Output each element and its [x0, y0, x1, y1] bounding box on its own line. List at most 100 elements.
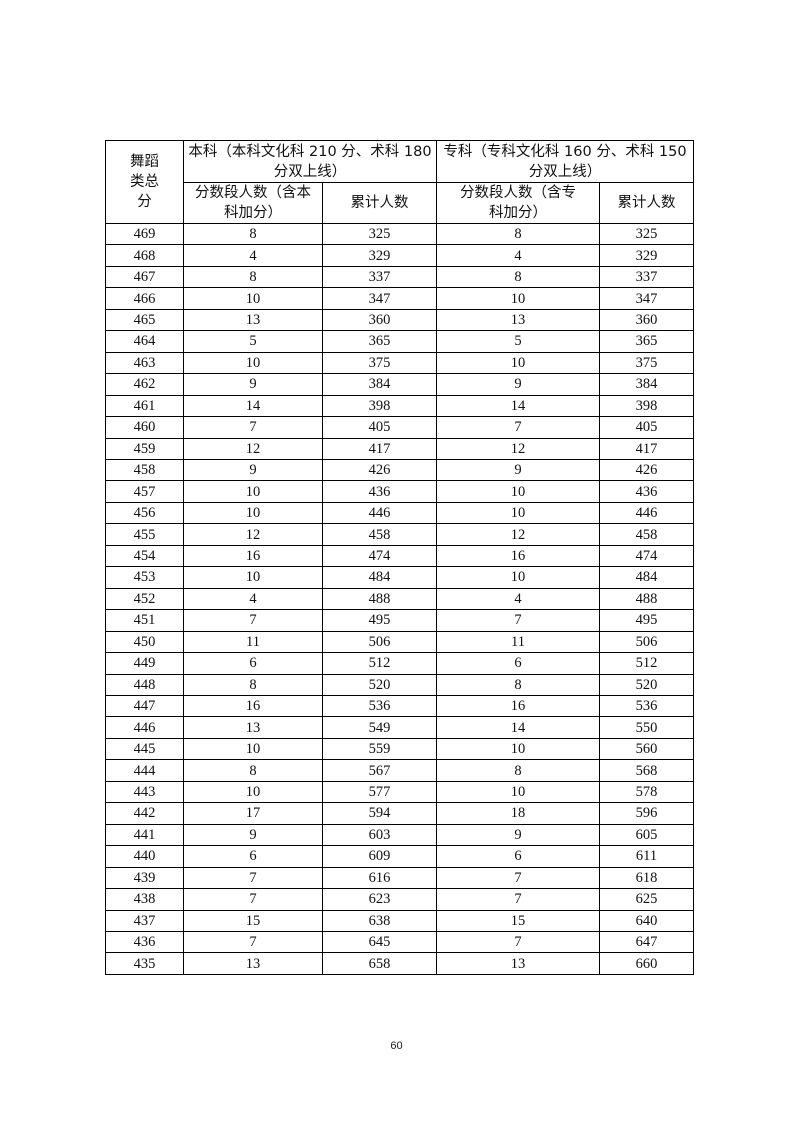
cell-junior-cumulative: 625: [599, 888, 695, 911]
cell-undergrad-segment: 7: [183, 866, 323, 890]
cell-junior-cumulative: 568: [599, 759, 695, 782]
cell-undergrad-cumulative: 474: [321, 544, 438, 568]
cell-junior-segment: 10: [436, 737, 601, 761]
cell-undergrad-segment: 8: [183, 265, 323, 289]
cell-undergrad-cumulative: 347: [321, 287, 438, 310]
cell-undergrad-cumulative: 616: [321, 866, 438, 890]
header-junior-segment: 分数段人数（含专科加分）: [436, 182, 601, 224]
cell-undergrad-cumulative: 488: [321, 587, 438, 611]
cell-junior-segment: 6: [436, 652, 601, 675]
cell-score: 443: [105, 780, 184, 804]
cell-undergrad-segment: 5: [183, 330, 323, 353]
cell-undergrad-cumulative: 559: [321, 737, 438, 761]
cell-undergrad-segment: 7: [183, 416, 323, 439]
cell-junior-cumulative: 384: [599, 373, 695, 396]
cell-score: 437: [105, 909, 184, 932]
cell-undergrad-segment: 10: [183, 501, 323, 525]
cell-undergrad-segment: 10: [183, 566, 323, 589]
table-row: 458 9 426 9 426: [105, 458, 695, 482]
table-row: 456 10 446 10 446: [105, 501, 695, 525]
cell-junior-segment: 8: [436, 265, 601, 289]
table-row: 465 13 360 13 360: [105, 308, 695, 332]
table-row: 450 11 506 11 506: [105, 630, 695, 654]
cell-junior-segment: 7: [436, 609, 601, 632]
cell-score: 467: [105, 265, 184, 289]
cell-junior-cumulative: 605: [599, 823, 695, 847]
cell-junior-cumulative: 458: [599, 523, 695, 546]
cell-undergrad-segment: 14: [183, 394, 323, 418]
cell-undergrad-cumulative: 577: [321, 780, 438, 804]
cell-undergrad-segment: 12: [183, 437, 323, 460]
cell-undergrad-cumulative: 520: [321, 673, 438, 696]
cell-junior-segment: 10: [436, 351, 601, 375]
cell-junior-cumulative: 337: [599, 265, 695, 289]
cell-junior-segment: 16: [436, 544, 601, 568]
table-row: 469 8 325 8 325: [105, 222, 695, 246]
cell-junior-cumulative: 398: [599, 394, 695, 418]
cell-undergrad-cumulative: 398: [321, 394, 438, 418]
cell-junior-segment: 15: [436, 909, 601, 932]
cell-undergrad-cumulative: 458: [321, 523, 438, 546]
table-row: 449 6 512 6 512: [105, 652, 695, 675]
cell-score: 450: [105, 630, 184, 654]
cell-junior-segment: 8: [436, 759, 601, 782]
cell-score: 447: [105, 694, 184, 718]
cell-junior-segment: 6: [436, 845, 601, 868]
table-row: 448 8 520 8 520: [105, 673, 695, 696]
cell-undergrad-segment: 8: [183, 222, 323, 246]
table-row: 461 14 398 14 398: [105, 394, 695, 418]
table-row: 460 7 405 7 405: [105, 416, 695, 439]
cell-junior-cumulative: 506: [599, 630, 695, 654]
cell-junior-segment: 14: [436, 716, 601, 739]
cell-score: 455: [105, 523, 184, 546]
cell-undergrad-cumulative: 638: [321, 909, 438, 932]
table-row: 440 6 609 6 611: [105, 845, 695, 868]
cell-junior-cumulative: 550: [599, 716, 695, 739]
header-undergrad-segment: 分数段人数（含本科加分）: [183, 182, 323, 224]
cell-junior-cumulative: 325: [599, 222, 695, 246]
cell-undergrad-cumulative: 594: [321, 802, 438, 825]
cell-score: 445: [105, 737, 184, 761]
table-row: 466 10 347 10 347: [105, 287, 695, 310]
cell-undergrad-cumulative: 512: [321, 652, 438, 675]
header-undergrad-cumulative: 累计人数: [321, 182, 438, 224]
cell-junior-cumulative: 560: [599, 737, 695, 761]
cell-score: 458: [105, 458, 184, 482]
cell-undergrad-segment: 10: [183, 351, 323, 375]
cell-junior-cumulative: 484: [599, 566, 695, 589]
cell-score: 436: [105, 930, 184, 954]
table-row: 436 7 645 7 647: [105, 930, 695, 954]
cell-score: 442: [105, 802, 184, 825]
cell-undergrad-segment: 7: [183, 888, 323, 911]
cell-undergrad-cumulative: 426: [321, 458, 438, 482]
cell-undergrad-segment: 7: [183, 930, 323, 954]
cell-score: 435: [105, 952, 184, 975]
table-row: 454 16 474 16 474: [105, 544, 695, 568]
cell-score: 469: [105, 222, 184, 246]
cell-junior-segment: 4: [436, 244, 601, 267]
table-row: 443 10 577 10 578: [105, 780, 695, 804]
cell-junior-cumulative: 347: [599, 287, 695, 310]
cell-score: 463: [105, 351, 184, 375]
cell-undergrad-cumulative: 365: [321, 330, 438, 353]
cell-junior-segment: 10: [436, 780, 601, 804]
cell-undergrad-segment: 10: [183, 737, 323, 761]
cell-junior-cumulative: 417: [599, 437, 695, 460]
cell-undergrad-cumulative: 360: [321, 308, 438, 332]
cell-undergrad-segment: 7: [183, 609, 323, 632]
table-row: 453 10 484 10 484: [105, 566, 695, 589]
header-undergrad: 本科（本科文化科 210 分、术科 180 分双上线）: [182, 140, 438, 183]
cell-undergrad-cumulative: 417: [321, 437, 438, 460]
cell-undergrad-segment: 9: [183, 823, 323, 847]
cell-junior-segment: 10: [436, 287, 601, 310]
cell-junior-cumulative: 495: [599, 609, 695, 632]
table-row: 459 12 417 12 417: [105, 437, 695, 460]
table-row: 463 10 375 10 375: [105, 351, 695, 375]
cell-score: 449: [105, 652, 184, 675]
cell-junior-segment: 11: [436, 630, 601, 654]
cell-score: 448: [105, 673, 184, 696]
cell-undergrad-segment: 16: [183, 544, 323, 568]
cell-undergrad-cumulative: 337: [321, 265, 438, 289]
cell-junior-cumulative: 436: [599, 480, 695, 503]
cell-score: 438: [105, 888, 184, 911]
